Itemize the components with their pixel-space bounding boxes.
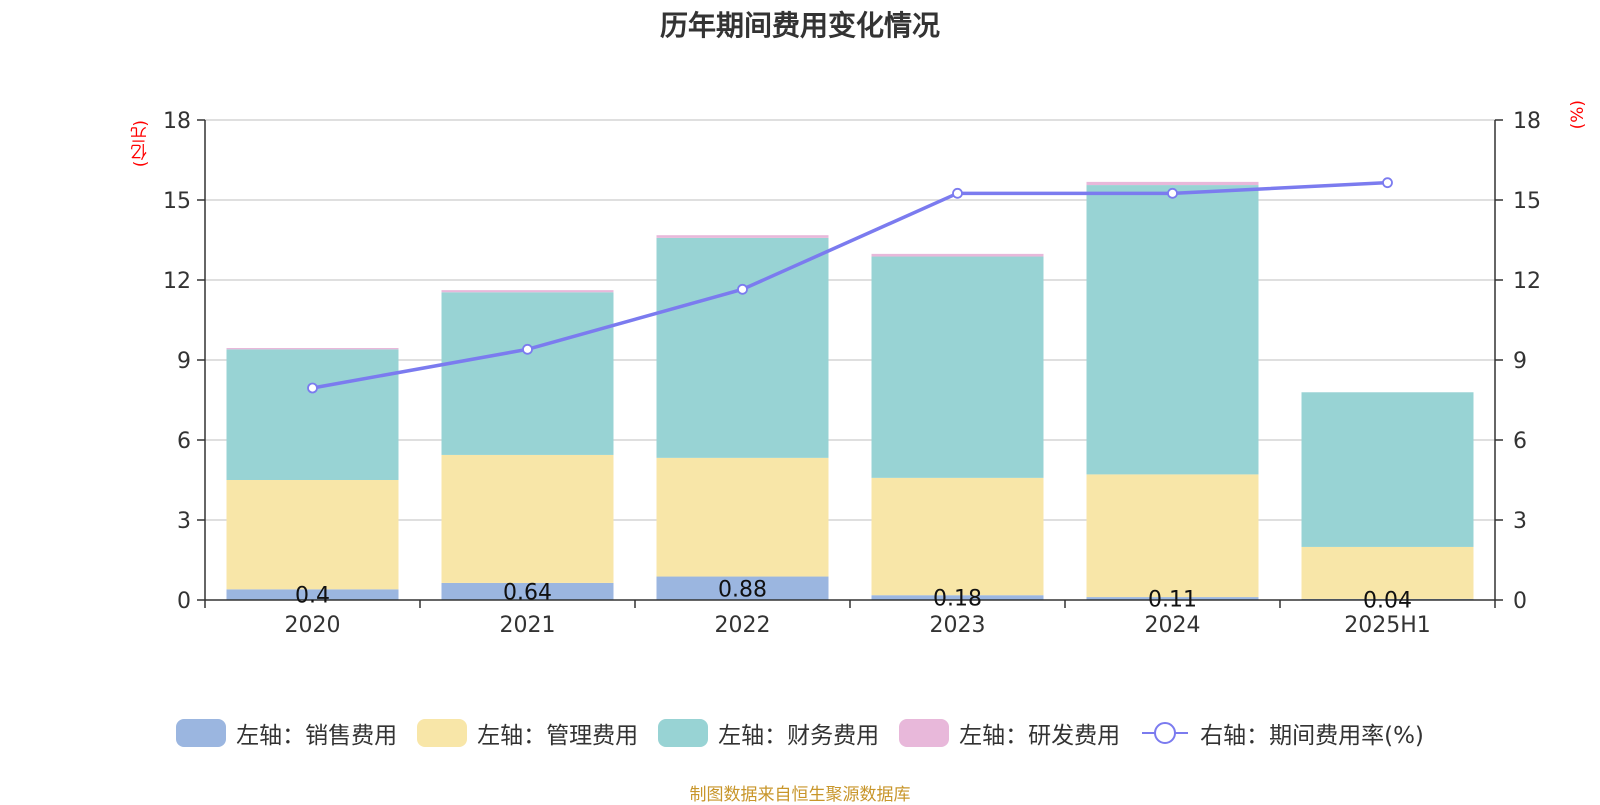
right-axis-unit: (%) [1568, 100, 1588, 130]
bar-segment-0-2021 [441, 582, 614, 600]
left-axis-tick-label: 6 [177, 429, 191, 454]
legend-label-finance: 左轴：财务费用 [718, 723, 880, 749]
legend-label-sales: 左轴：销售费用 [236, 723, 398, 749]
right-axis-tick-label: 15 [1513, 189, 1541, 214]
bar-segment-1-2022 [656, 457, 829, 577]
legend-item-finance[interactable]: 左轴：财务费用 [658, 716, 879, 750]
left-axis-tick-label: 0 [177, 589, 191, 614]
bar-segment-0-2020 [226, 589, 399, 600]
legend-item-admin[interactable]: 左轴：管理费用 [417, 716, 638, 750]
expense-rate-point [1167, 187, 1178, 199]
sales-data-label: 0.4 [295, 584, 330, 609]
bar-segment-2-2022 [656, 237, 829, 458]
expense-rate-point [737, 283, 748, 295]
x-axis-tick-label: 2024 [1145, 613, 1201, 638]
sales-data-label: 0.04 [1363, 588, 1412, 613]
legend-label-rnd: 左轴：研发费用 [959, 723, 1121, 749]
left-axis-tick-label: 3 [177, 509, 191, 534]
bar-segment-2-2025H1 [1301, 392, 1474, 547]
legend-swatch-sales [176, 719, 227, 747]
right-axis-tick-label: 9 [1513, 349, 1527, 374]
bar-segment-2-2024 [1086, 185, 1259, 475]
bar-segment-2-2021 [441, 292, 614, 455]
right-axis-tick-label: 18 [1513, 109, 1541, 134]
legend-swatch-admin [417, 719, 468, 747]
legend-label-expense-rate: 右轴：期间费用率(%) [1200, 723, 1424, 749]
bar-segment-3-2023 [871, 253, 1044, 257]
bar-segment-1-2023 [871, 477, 1044, 596]
legend-swatch-finance [658, 719, 709, 747]
x-axis-tick-label: 2020 [285, 613, 341, 638]
expense-rate-point [307, 382, 318, 394]
bar-segment-0-2024 [1086, 597, 1259, 600]
legend-item-expense-rate[interactable]: 右轴：期间费用率(%) [1140, 716, 1424, 750]
legend-label-admin: 左轴：管理费用 [477, 723, 639, 749]
x-axis-tick-label: 2023 [930, 613, 986, 638]
left-axis-tick-label: 18 [163, 109, 191, 134]
x-axis-tick-label: 2025H1 [1344, 613, 1431, 638]
expense-rate-line [312, 180, 1388, 390]
bar-segment-3-2020 [226, 348, 399, 350]
legend-item-sales[interactable]: 左轴：销售费用 [176, 716, 397, 750]
right-axis-tick-label: 0 [1513, 589, 1527, 614]
legend-swatch-rnd [899, 719, 950, 747]
left-axis-tick-label: 9 [177, 349, 191, 374]
sales-data-label: 0.88 [718, 577, 767, 602]
left-axis-tick-label: 15 [163, 189, 191, 214]
bar-segment-2-2020 [226, 349, 399, 480]
bar-segment-2-2023 [871, 256, 1044, 478]
legend-line-marker-icon [1142, 722, 1189, 744]
bar-segment-0-2023 [871, 595, 1044, 600]
x-axis-tick-label: 2021 [500, 613, 556, 638]
bar-segment-3-2024 [1086, 181, 1259, 186]
bar-segment-3-2021 [441, 290, 614, 293]
expense-rate-point [952, 187, 963, 199]
bar-segment-1-2021 [441, 454, 614, 583]
bar-segment-3-2022 [656, 235, 829, 238]
legend: 左轴：销售费用 左轴：管理费用 左轴：财务费用 左轴：研发费用 右轴：期间费用率… [0, 716, 1600, 750]
sales-data-label: 0.18 [933, 587, 982, 612]
expense-rate-point [1382, 177, 1393, 189]
expense-rate-point [522, 343, 533, 355]
right-axis-tick-label: 6 [1513, 429, 1527, 454]
bar-segment-1-2024 [1086, 474, 1259, 598]
bar-segment-0-2022 [656, 576, 829, 600]
sales-data-label: 0.64 [503, 580, 552, 605]
legend-item-rnd[interactable]: 左轴：研发费用 [899, 716, 1120, 750]
right-axis-tick-label: 3 [1513, 509, 1527, 534]
left-axis-unit: (亿元) [131, 120, 151, 168]
x-axis-tick-label: 2022 [715, 613, 771, 638]
left-axis-tick-label: 12 [163, 269, 191, 294]
bar-segment-1-2020 [226, 480, 399, 590]
sales-data-label: 0.11 [1148, 588, 1197, 613]
bar-segment-1-2025H1 [1301, 546, 1474, 599]
right-axis-tick-label: 12 [1513, 269, 1541, 294]
data-source-note: 制图数据来自恒生聚源数据库 [689, 785, 911, 805]
chart-title: 历年期间费用变化情况 [659, 9, 940, 42]
